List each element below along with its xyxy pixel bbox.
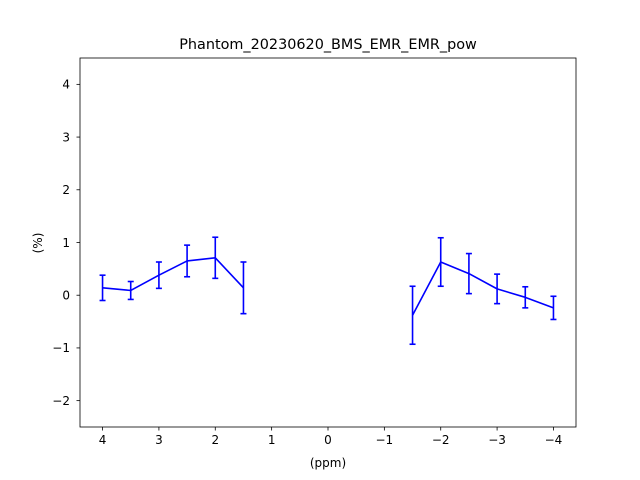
data-layer <box>99 236 557 346</box>
y-tick-label: −1 <box>52 341 70 355</box>
x-tick-label: 2 <box>211 433 219 447</box>
y-tick-label: 0 <box>62 289 70 303</box>
series-line <box>411 261 554 316</box>
y-tick-label: 3 <box>62 130 70 144</box>
y-tick-label: 1 <box>62 236 70 250</box>
y-axis-ticks: −2 −1 0 1 2 3 4 <box>52 78 80 408</box>
x-tick-label: 4 <box>99 433 107 447</box>
plot-area-background <box>80 58 576 427</box>
chart-title: Phantom_20230620_BMS_EMR_EMR_pow <box>179 37 477 53</box>
x-tick-label: −3 <box>488 433 506 447</box>
y-tick-label: 4 <box>62 78 70 92</box>
series-line <box>102 256 245 292</box>
x-tick-label: 0 <box>324 433 332 447</box>
y-axis-label: (%) <box>31 233 45 254</box>
y-tick-label: −2 <box>52 394 70 408</box>
x-tick-label: 3 <box>155 433 163 447</box>
x-axis-ticks: 4 3 2 1 0 −1 −2 −3 −4 <box>99 427 563 447</box>
x-tick-label: 1 <box>268 433 276 447</box>
y-tick-label: 2 <box>62 183 70 197</box>
x-tick-label: −2 <box>432 433 450 447</box>
x-tick-label: −1 <box>376 433 394 447</box>
x-tick-label: −4 <box>545 433 563 447</box>
x-axis-label: (ppm) <box>310 456 346 470</box>
